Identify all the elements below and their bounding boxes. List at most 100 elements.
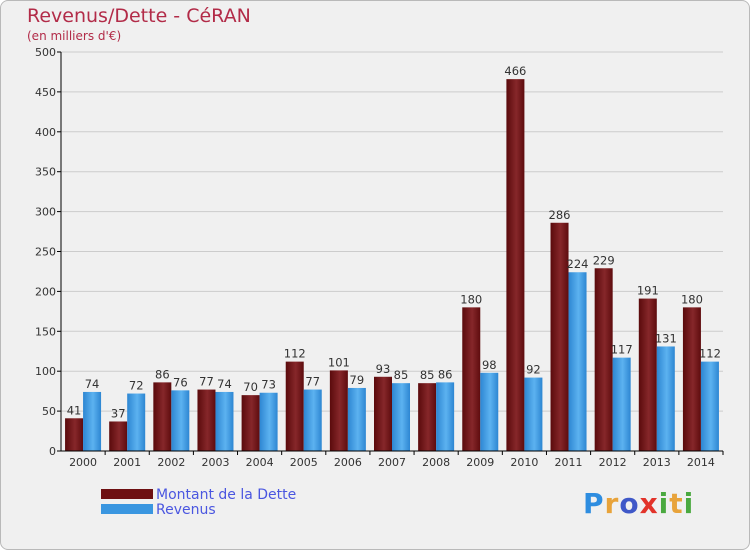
legend-label-dette: Montant de la Dette: [156, 487, 297, 503]
data-label-dette: 86: [155, 367, 170, 381]
grid-lines: [61, 51, 723, 412]
bar-revenus: [700, 361, 719, 451]
data-label-revenus: 76: [173, 375, 188, 389]
y-tick-label: 150: [35, 325, 56, 338]
chart-subtitle: (en milliers d'€): [27, 29, 122, 43]
y-tick-label: 450: [35, 86, 56, 99]
bar-dette: [65, 418, 84, 451]
axes: [60, 52, 723, 452]
bar-dette: [462, 307, 481, 451]
y-tick-label: 400: [35, 126, 56, 139]
x-tick-label: 2006: [334, 456, 362, 469]
legend-swatches: [101, 489, 153, 514]
data-label-revenus: 112: [699, 347, 721, 361]
bar-dette: [638, 298, 657, 451]
data-label-dette: 112: [284, 347, 306, 361]
legend-swatch-dette: [101, 489, 153, 499]
data-label-revenus: 85: [394, 368, 409, 382]
y-tick-label: 50: [42, 405, 56, 418]
bar-revenus: [436, 382, 455, 451]
x-tick-label: 2008: [422, 456, 450, 469]
bar-revenus: [83, 391, 102, 451]
bar-revenus: [524, 377, 543, 451]
bar-dette: [550, 222, 569, 451]
data-label-revenus: 92: [526, 363, 541, 377]
bar-dette: [241, 395, 260, 451]
data-label-revenus: 86: [438, 367, 453, 381]
chart-title: Revenus/Dette - CéRAN: [27, 5, 251, 27]
data-label-revenus: 74: [85, 377, 100, 391]
x-tick-label: 2000: [69, 456, 97, 469]
bar-dette: [594, 268, 613, 451]
data-label-dette: 93: [376, 362, 391, 376]
x-tick-label: 2012: [599, 456, 627, 469]
x-tick-label: 2001: [113, 456, 141, 469]
data-label-revenus: 77: [305, 375, 320, 389]
data-label-dette: 70: [243, 380, 258, 394]
x-tick-label: 2013: [643, 456, 671, 469]
y-tick-label: 350: [35, 166, 56, 179]
x-tick-label: 2011: [555, 456, 583, 469]
x-tick-label: 2004: [246, 456, 274, 469]
x-tick-label: 2010: [510, 456, 538, 469]
data-label-revenus: 72: [129, 379, 144, 393]
bar-revenus: [480, 372, 499, 451]
data-label-dette: 85: [420, 368, 435, 382]
bar-revenus: [656, 346, 675, 451]
data-label-revenus: 79: [350, 373, 365, 387]
x-tick-label: 2014: [687, 456, 715, 469]
bar-dette: [109, 421, 128, 451]
legend-label-revenus: Revenus: [156, 502, 216, 518]
bar-revenus: [171, 390, 190, 451]
bar-revenus: [259, 392, 278, 451]
data-label-dette: 37: [111, 406, 126, 420]
bar-revenus: [568, 272, 587, 451]
data-label-dette: 466: [504, 64, 526, 78]
y-tick-label: 250: [35, 246, 56, 259]
data-label-dette: 77: [199, 375, 214, 389]
bar-dette: [285, 361, 304, 451]
bar-revenus: [612, 357, 631, 451]
legend-swatch-revenus: [101, 504, 153, 514]
data-label-dette: 180: [681, 292, 703, 306]
proxiti-logo: Proxiti: [583, 487, 694, 520]
bar-dette: [506, 79, 525, 451]
logo-letter: P: [583, 487, 605, 520]
logo-letter: i: [658, 487, 670, 520]
y-tick-label: 300: [35, 206, 56, 219]
data-label-dette: 229: [593, 253, 615, 267]
data-label-dette: 41: [67, 403, 82, 417]
data-label-revenus: 98: [482, 358, 497, 372]
bar-dette: [329, 370, 348, 451]
data-label-revenus: 74: [217, 377, 232, 391]
y-tick-label: 500: [35, 46, 56, 59]
data-label-dette: 180: [460, 292, 482, 306]
logo-letter: r: [604, 487, 620, 520]
x-tick-label: 2009: [466, 456, 494, 469]
bar-dette: [153, 382, 172, 451]
x-axis-ticks: 2000 2001 2002 2003 2004 2005 2006 2007 2008 2009…: [69, 451, 724, 469]
y-tick-label: 200: [35, 285, 56, 298]
x-tick-label: 2003: [201, 456, 229, 469]
bar-revenus: [127, 393, 146, 451]
data-label-revenus: 117: [611, 343, 633, 357]
data-label-dette: 191: [637, 284, 659, 298]
logo-letter: t: [669, 487, 684, 520]
data-label-revenus: 131: [655, 331, 677, 345]
logo-letter: i: [683, 487, 695, 520]
x-tick-label: 2005: [290, 456, 318, 469]
bar-revenus: [392, 383, 410, 451]
y-axis-ticks: 0 50 100 150 200 250 300 350 400 450 500: [35, 46, 61, 458]
bar-dette: [418, 383, 437, 451]
data-label-revenus: 224: [567, 257, 589, 271]
data-label-dette: 101: [328, 355, 350, 369]
bar-revenus: [215, 391, 234, 451]
bar-revenus: [347, 387, 366, 451]
logo-letter: x: [639, 487, 659, 520]
bar-dette: [374, 376, 392, 451]
bar-dette: [682, 307, 701, 451]
x-tick-label: 2002: [157, 456, 185, 469]
